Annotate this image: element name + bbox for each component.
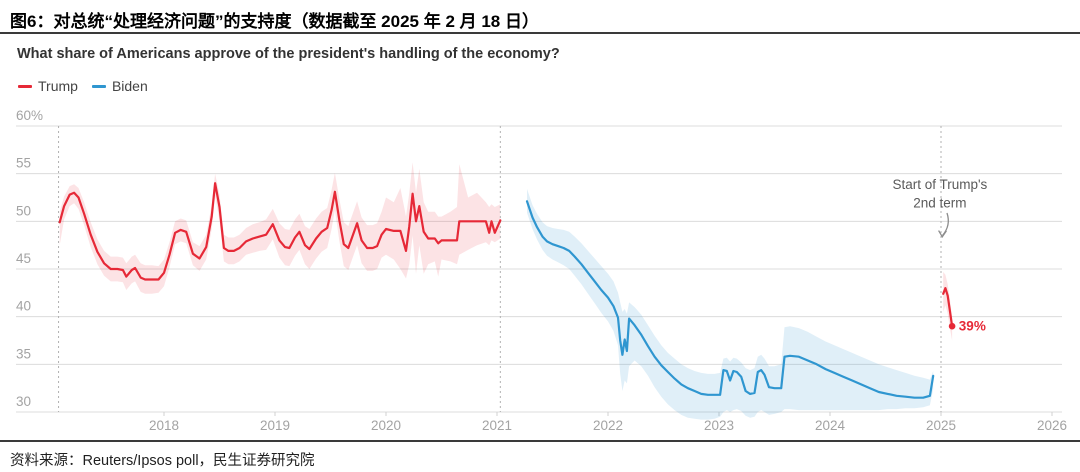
chart-subtitle: What share of Americans approve of the p…: [17, 46, 560, 62]
trump-term1-line: [58, 182, 502, 281]
legend-label: Biden: [111, 78, 148, 94]
biden-line: [525, 200, 935, 399]
y-tick-label: 50: [16, 203, 31, 218]
legend-swatch: [91, 84, 106, 88]
y-tick-label: 60%: [16, 108, 43, 123]
trump-term1-confidence-band: [59, 162, 501, 294]
x-tick-label: 2022: [593, 418, 623, 433]
legend-label: Trump: [38, 78, 78, 94]
legend-item-trump: Trump: [18, 78, 78, 94]
trump-term2-line: [942, 287, 954, 328]
legend-swatch: [18, 84, 32, 88]
biden-confidence-band: [527, 188, 934, 420]
x-tick-label: 2025: [926, 418, 956, 433]
x-tick-label: 2026: [1037, 418, 1067, 433]
legend-item-biden: Biden: [91, 78, 148, 94]
x-tick-label: 2019: [260, 418, 290, 433]
chart-legend: Trump Biden: [18, 78, 162, 94]
trump-term2-confidence-band: [943, 271, 953, 341]
x-tick-label: 2020: [371, 418, 401, 433]
y-tick-label: 55: [16, 156, 31, 171]
footer-divider: [0, 440, 1080, 442]
y-tick-label: 45: [16, 251, 31, 266]
annotation-line-1: Start of Trump's: [892, 177, 987, 192]
annotation-arrowhead-icon: [938, 230, 947, 238]
y-tick-label: 30: [16, 394, 31, 409]
y-tick-label: 35: [16, 346, 31, 361]
x-tick-label: 2018: [149, 418, 179, 433]
trump-term2-end-dot: [948, 322, 956, 330]
figure-title: 图6：对总统“处理经济问题”的支持度（数据截至 2025 年 2 月 18 日）: [10, 12, 539, 31]
y-tick-label: 40: [16, 299, 31, 314]
x-tick-label: 2024: [815, 418, 846, 433]
latest-value-label: 39%: [959, 319, 986, 334]
x-tick-label: 2023: [704, 418, 734, 433]
x-tick-label: 2021: [482, 418, 512, 433]
title-divider: [0, 32, 1080, 34]
annotation-line-2: 2nd term: [913, 195, 966, 210]
source-text: 资料来源：Reuters/Ipsos poll，民生证券研究院: [10, 453, 315, 469]
